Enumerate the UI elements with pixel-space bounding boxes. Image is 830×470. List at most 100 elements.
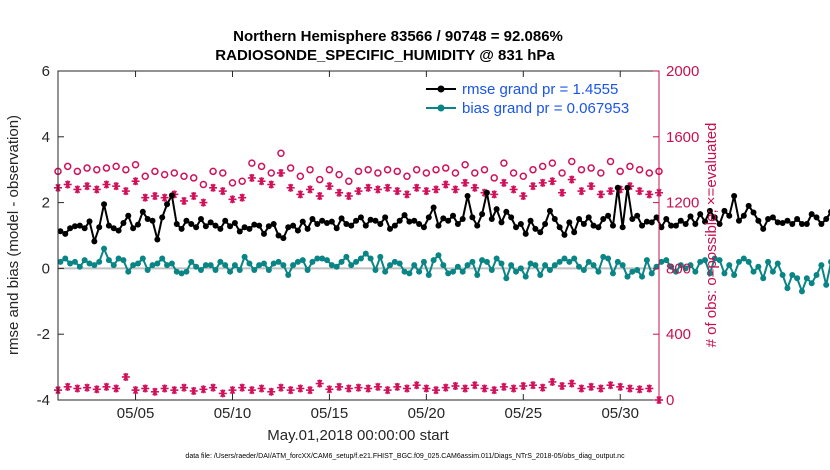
bias-series-point (62, 255, 69, 262)
rmse-series-point (740, 212, 747, 219)
obs-possible-marker (490, 174, 498, 182)
obs-low-marker (616, 382, 625, 391)
bias-series-point (784, 285, 791, 292)
rmse-series-point (197, 216, 204, 223)
bias-series-point (304, 267, 311, 274)
rmse-series-point (285, 224, 292, 231)
obs-possible-marker (180, 172, 188, 181)
rmse-series-point (299, 218, 306, 225)
bias-series-point (721, 270, 728, 277)
rmse-series-point (571, 229, 578, 236)
obs-evaluated-marker (247, 173, 256, 182)
rmse-series-point (648, 219, 655, 226)
bias-series-point (445, 270, 452, 277)
obs-low-marker (141, 384, 150, 393)
rmse-series-point (81, 225, 88, 232)
obs-possible-marker (509, 169, 518, 177)
legend-rmse-label: rmse grand pr = 1.4555 (462, 81, 618, 98)
rmse-series-point (469, 214, 476, 221)
bias-series-point (91, 262, 98, 269)
rmse-series-point (178, 225, 185, 232)
obs-evaluated-marker (160, 193, 169, 202)
bias-series-point (624, 273, 631, 280)
obs-possible-marker (296, 172, 305, 181)
bias-series-point (425, 271, 432, 278)
bias-series-point (585, 258, 592, 265)
obs-evaluated-marker (218, 187, 227, 196)
bias-series-point (396, 260, 403, 267)
rmse-series-point (76, 222, 83, 229)
bias-series-point (813, 271, 820, 278)
bias-series-point (338, 258, 345, 265)
obs-possible-marker (451, 169, 460, 177)
obs-possible-marker (131, 161, 140, 169)
obs-evaluated-marker (567, 175, 576, 184)
legend-bias-label: bias grand pr = 0.067953 (462, 100, 629, 117)
bias-series-point (280, 262, 287, 269)
obs-evaluated-marker (402, 190, 411, 199)
bias-series-point (735, 258, 742, 265)
bias-series-point (435, 252, 442, 259)
rmse-series-point (600, 216, 607, 223)
obs-evaluated-marker (519, 192, 528, 201)
bias-series-point (517, 265, 524, 272)
obs-low-marker (325, 385, 334, 394)
bias-series-point (105, 257, 112, 264)
rmse-series-point (343, 220, 350, 227)
obs-possible-marker (645, 169, 654, 177)
rmse-series-point (222, 217, 229, 224)
bias-series-point (551, 262, 558, 269)
obs-evaluated-marker (422, 187, 431, 196)
obs-low-marker (354, 383, 363, 392)
obs-evaluated-marker (276, 168, 285, 177)
rmse-series-point (236, 228, 243, 235)
obs-evaluated-marker (451, 185, 460, 194)
bias-series-point (372, 267, 379, 274)
bias-series-point (193, 263, 200, 270)
obs-possible-marker (587, 164, 595, 172)
bias-series-point (96, 258, 103, 265)
bias-series-point (377, 253, 384, 260)
rmse-series-point (391, 222, 398, 229)
bias-series-point (576, 263, 583, 270)
obs-low-marker (276, 383, 285, 392)
rmse-series-point (348, 222, 355, 229)
obs-evaluated-marker (558, 188, 567, 197)
obs-possible-marker (577, 165, 586, 174)
obs-evaluated-marker (286, 183, 295, 192)
obs-possible-marker (471, 169, 479, 177)
bias-series-point (614, 258, 621, 265)
rmse-series-point (765, 216, 772, 223)
rmse-series-point (794, 216, 801, 223)
obs-low-marker (412, 381, 421, 390)
rmse-series-point (726, 212, 733, 219)
bias-series-point (769, 268, 776, 275)
bias-series-point (290, 262, 297, 269)
obs-low-marker (344, 384, 353, 393)
bias-series-point (411, 262, 418, 269)
rmse-series-point (110, 225, 117, 232)
obs-low-marker (645, 384, 654, 393)
bias-series-point (711, 255, 718, 262)
obs-evaluated-marker (373, 185, 382, 194)
bias-series-point (672, 268, 679, 275)
bias-series-point (353, 258, 360, 265)
left-y-tick-label: 2 (42, 195, 50, 212)
bias-series-point (566, 258, 573, 265)
bias-series-point (459, 268, 466, 275)
obs-low-marker (567, 379, 576, 388)
bias-series-point (144, 267, 151, 274)
obs-evaluated-marker (383, 183, 392, 192)
rmse-series-point (546, 207, 553, 214)
obs-possible-marker (480, 165, 489, 174)
bias-series-point (440, 262, 447, 269)
obs-low-marker (577, 384, 586, 393)
obs-possible-marker (228, 179, 237, 187)
obs-low-marker (432, 386, 441, 395)
bias-series-point (387, 262, 394, 269)
bias-series-point (639, 273, 646, 280)
obs-low-marker (587, 382, 596, 391)
rmse-series-point (493, 206, 500, 213)
rmse-series-point (745, 202, 752, 209)
